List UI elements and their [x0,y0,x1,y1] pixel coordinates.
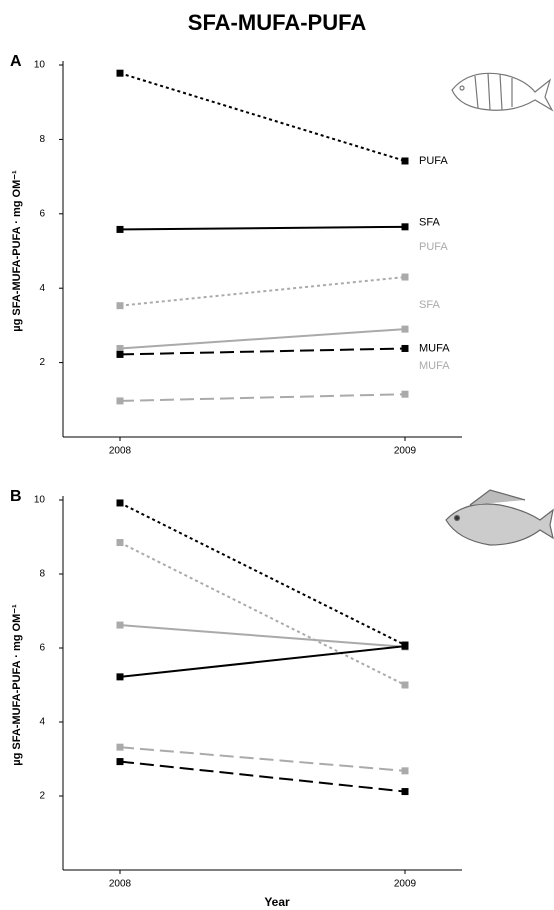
series-line [120,762,405,792]
point [402,274,409,281]
point [117,499,124,506]
point [117,70,124,77]
point [117,226,124,233]
point [402,788,409,795]
y-tick-label: 2 [39,357,45,368]
x-tick-label: 2008 [109,879,132,890]
point [402,767,409,774]
series-label: MUFA [419,360,450,372]
chart-title: SFA-MUFA-PUFA [188,10,367,35]
point [402,326,409,333]
series-label: PUFA [419,241,448,253]
series-line [120,227,405,230]
point [117,539,124,546]
point [117,302,124,309]
series-line [120,543,405,685]
x-tick-label: 2008 [109,446,132,457]
y-tick-label: 8 [39,569,45,580]
series-line [120,646,405,677]
series-label: SFA [419,299,440,311]
fish-illustration [446,490,553,545]
fish-illustration [452,73,552,110]
series-line [120,277,405,306]
series-label: PUFA [419,155,448,167]
y-axis-label: µg SFA-MUFA-PUFA · mg OM⁻¹ [11,604,23,766]
y-tick-label: 8 [39,134,45,145]
series-line [120,329,405,348]
point [402,157,409,164]
y-axis-label: µg SFA-MUFA-PUFA · mg OM⁻¹ [11,170,23,332]
x-tick-label: 2009 [394,879,417,890]
x-axis-label: Year [264,895,290,909]
series-line [120,394,405,401]
series-label: MUFA [419,342,450,354]
y-tick-label: 4 [39,717,45,728]
panel-label: A [10,53,22,70]
figure: SFA-MUFA-PUFA A B Year 2 4 6 8 10 2008 2009 µg … [0,0,554,910]
series-line [120,747,405,771]
y-tick-label: 10 [34,60,46,71]
series-line [120,503,405,645]
x-tick-label: 2009 [394,446,417,457]
series-label: SFA [419,217,440,229]
point [117,744,124,751]
y-tick-label: 10 [34,495,46,506]
panel-label: B [10,488,22,505]
point [402,345,409,352]
point [117,351,124,358]
point [117,758,124,765]
y-tick-label: 6 [39,643,45,654]
point [117,397,124,404]
series-line [120,625,405,647]
series-line [120,73,405,161]
point [117,622,124,629]
point [117,345,124,352]
y-tick-label: 6 [39,208,45,219]
point [402,391,409,398]
point [402,682,409,689]
point [117,673,124,680]
series-line [120,348,405,354]
y-tick-label: 2 [39,791,45,802]
point [402,643,409,650]
point [402,223,409,230]
y-tick-label: 4 [39,283,45,294]
